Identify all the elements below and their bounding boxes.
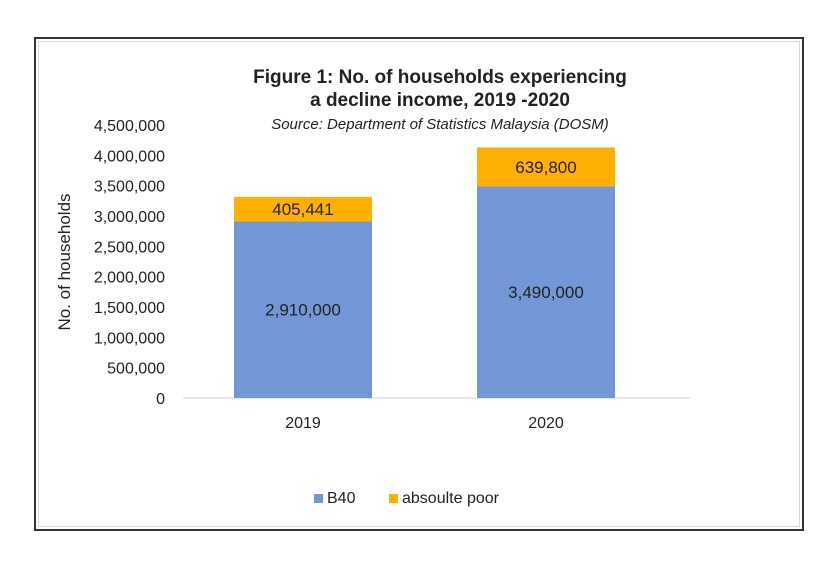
- chart-area-border: [38, 41, 800, 527]
- y-tick-label: 4,500,000: [94, 118, 165, 135]
- bar-b40-2020: [477, 186, 615, 398]
- data-label: 3,490,000: [508, 283, 584, 302]
- y-tick-label: 0: [156, 391, 165, 408]
- legend-swatch: [314, 494, 323, 503]
- x-tick-label: 2020: [528, 415, 564, 432]
- bar-b40-2019: [234, 221, 372, 398]
- data-label: 2,910,000: [265, 301, 341, 320]
- chart-title-line2: a decline income, 2019 -2020: [310, 90, 570, 111]
- x-tick-label: 2019: [285, 415, 321, 432]
- y-tick-label: 4,000,000: [94, 148, 165, 165]
- data-label: 405,441: [272, 200, 333, 219]
- chart-subtitle: Source: Department of Statistics Malaysi…: [271, 116, 609, 133]
- y-axis-label: No. of households: [55, 193, 74, 330]
- legend-label: B40: [327, 490, 356, 507]
- bar-absolute-poor-2020: [477, 147, 615, 187]
- legend-swatch: [389, 494, 398, 503]
- data-label: 639,800: [515, 158, 576, 177]
- chart-frame: [34, 37, 804, 531]
- chart-title: Figure 1: No. of households experiencing: [253, 67, 627, 88]
- bar-absolute-poor-2019: [234, 196, 372, 222]
- y-tick-label: 3,500,000: [94, 179, 165, 196]
- y-tick-label: 2,000,000: [94, 270, 165, 287]
- y-tick-label: 500,000: [107, 361, 165, 378]
- legend-label: absoulte poor: [402, 490, 500, 507]
- y-tick-label: 2,500,000: [94, 239, 165, 256]
- y-tick-label: 3,000,000: [94, 209, 165, 226]
- y-tick-label: 1,500,000: [94, 300, 165, 317]
- y-tick-label: 1,000,000: [94, 330, 165, 347]
